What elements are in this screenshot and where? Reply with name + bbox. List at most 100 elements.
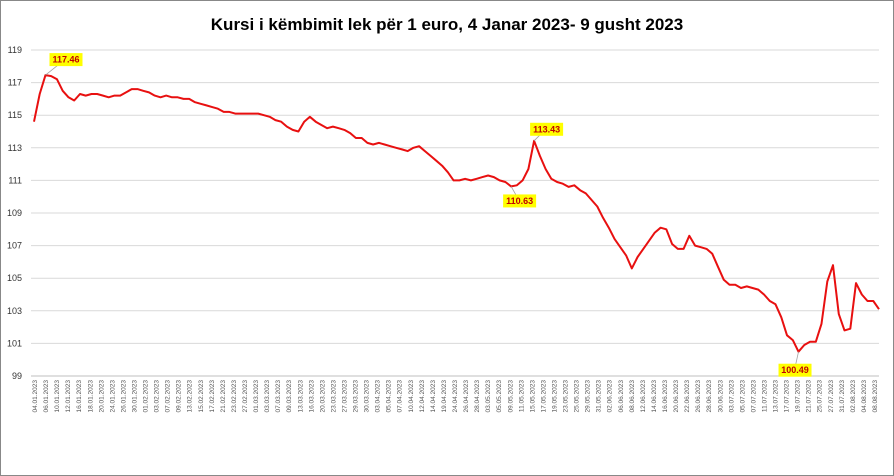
series-line <box>33 74 880 353</box>
x-tick-label: 26.01.2023 <box>120 380 127 413</box>
x-tick-label: 03.04.2023 <box>375 380 382 413</box>
y-tick-label: 107 <box>7 241 22 251</box>
x-tick-label: 12.01.2023 <box>65 380 72 413</box>
x-tick-label: 06.01.2023 <box>43 380 50 413</box>
x-tick-label: 19.04.2023 <box>441 380 448 413</box>
x-tick-label: 07.03.2023 <box>275 380 282 413</box>
x-tick-label: 25.07.2023 <box>817 380 824 413</box>
callout-label: 117.46 <box>52 55 79 65</box>
x-tick-label: 27.03.2023 <box>342 380 349 413</box>
x-tick-label: 10.01.2023 <box>54 380 61 413</box>
x-tick-label: 30.03.2023 <box>364 380 371 413</box>
x-tick-label: 30.06.2023 <box>717 380 724 413</box>
data-callout: 110.63 <box>503 186 537 208</box>
x-tick-label: 11.07.2023 <box>762 380 769 412</box>
x-tick-label: 17.02.2023 <box>209 380 216 413</box>
data-callout: 100.49 <box>778 351 812 377</box>
data-callout: 117.46 <box>45 53 83 76</box>
x-tick-label: 30.01.2023 <box>132 380 139 413</box>
x-tick-label: 13.07.2023 <box>773 380 780 413</box>
callout-label: 113.43 <box>533 124 560 134</box>
x-tick-label: 23.05.2023 <box>563 380 570 413</box>
x-tick-label: 09.05.2023 <box>507 380 514 413</box>
x-tick-label: 09.02.2023 <box>176 380 183 413</box>
x-tick-label: 22.06.2023 <box>684 380 691 413</box>
x-tick-label: 28.04.2023 <box>474 380 481 413</box>
callout-box <box>49 53 83 67</box>
x-tick-label: 18.01.2023 <box>87 380 94 413</box>
x-tick-label: 14.04.2023 <box>430 380 437 413</box>
y-tick-label: 101 <box>7 338 22 348</box>
x-tick-label: 20.01.2023 <box>98 380 105 413</box>
x-tick-label: 31.05.2023 <box>596 380 603 413</box>
x-tick-label: 20.03.2023 <box>319 380 326 413</box>
x-tick-label: 03.07.2023 <box>728 380 735 413</box>
x-tick-label: 16.03.2023 <box>308 380 315 413</box>
x-tick-label: 05.05.2023 <box>496 380 503 413</box>
x-tick-label: 17.05.2023 <box>540 380 547 413</box>
x-tick-label: 02.08.2023 <box>850 380 857 413</box>
y-tick-label: 103 <box>7 306 22 316</box>
x-tick-label: 16.06.2023 <box>662 380 669 413</box>
x-tick-label: 06.06.2023 <box>618 380 625 413</box>
data-callout: 113.43 <box>530 122 564 142</box>
x-tick-label: 09.03.2023 <box>286 380 293 413</box>
x-tick-label: 01.02.2023 <box>143 380 150 413</box>
x-tick-label: 21.07.2023 <box>806 380 813 413</box>
gridlines <box>31 49 879 377</box>
x-tick-label: 11.05.2023 <box>518 380 525 412</box>
x-tick-label: 15.05.2023 <box>529 380 536 413</box>
x-tick-label: 03.02.2023 <box>154 380 161 413</box>
y-tick-label: 119 <box>8 45 22 55</box>
callout-box <box>778 363 812 377</box>
x-tick-label: 26.06.2023 <box>695 380 702 413</box>
x-axis-tick-labels: 04.01.2023 06.01.2023 10.01.2023 12.01.2023… <box>32 380 879 413</box>
x-tick-label: 04.08.2023 <box>861 380 868 413</box>
x-tick-label: 02.06.2023 <box>607 380 614 413</box>
x-tick-label: 10.04.2023 <box>408 380 415 413</box>
x-tick-label: 07.07.2023 <box>750 380 757 413</box>
x-tick-label: 07.02.2023 <box>165 380 172 413</box>
y-tick-label: 105 <box>7 273 22 283</box>
x-tick-label: 27.02.2023 <box>242 380 249 413</box>
x-tick-label: 19.07.2023 <box>795 380 802 413</box>
x-tick-label: 15.02.2023 <box>198 380 205 413</box>
x-tick-label: 03.05.2023 <box>485 380 492 413</box>
x-tick-label: 25.05.2023 <box>574 380 581 413</box>
x-tick-label: 23.03.2023 <box>330 380 337 413</box>
x-tick-label: 08.08.2023 <box>872 380 879 413</box>
x-tick-label: 24.01.2023 <box>109 380 116 413</box>
x-tick-label: 05.07.2023 <box>739 380 746 413</box>
y-axis-tick-labels: 99 101 103 105 107 109 111 113 115 117 119 <box>7 45 22 381</box>
x-tick-label: 17.07.2023 <box>784 380 791 413</box>
y-tick-label: 99 <box>12 371 22 381</box>
x-tick-label: 28.06.2023 <box>706 380 713 413</box>
x-tick-label: 29.05.2023 <box>585 380 592 413</box>
x-tick-label: 07.04.2023 <box>397 380 404 413</box>
y-tick-label: 115 <box>8 110 22 120</box>
x-tick-label: 03.03.2023 <box>264 380 271 413</box>
x-tick-label: 23.02.2023 <box>231 380 238 413</box>
x-tick-label: 05.04.2023 <box>386 380 393 413</box>
chart-title: Kursi i këmbimit lek për 1 euro, 4 Janar… <box>211 15 683 34</box>
x-tick-label: 29.03.2023 <box>353 380 360 413</box>
x-tick-label: 01.03.2023 <box>253 380 260 413</box>
x-tick-label: 24.04.2023 <box>452 380 459 413</box>
x-tick-label: 19.05.2023 <box>552 380 559 413</box>
x-tick-label: 14.06.2023 <box>651 380 658 413</box>
callout-label: 100.49 <box>781 365 809 375</box>
x-tick-label: 13.02.2023 <box>187 380 194 413</box>
x-tick-label: 12.04.2023 <box>419 380 426 413</box>
y-tick-label: 117 <box>8 78 22 88</box>
y-tick-label: 109 <box>7 208 22 218</box>
y-tick-label: 113 <box>8 143 22 153</box>
x-tick-label: 04.01.2023 <box>32 380 39 413</box>
x-tick-label: 21.02.2023 <box>220 380 227 413</box>
x-tick-label: 26.04.2023 <box>463 380 470 413</box>
x-tick-label: 08.06.2023 <box>629 380 636 413</box>
data-callouts: 117.46 113.43 110.63 100.49 <box>45 53 812 377</box>
x-tick-label: 16.01.2023 <box>76 380 83 413</box>
callout-box <box>503 194 537 208</box>
